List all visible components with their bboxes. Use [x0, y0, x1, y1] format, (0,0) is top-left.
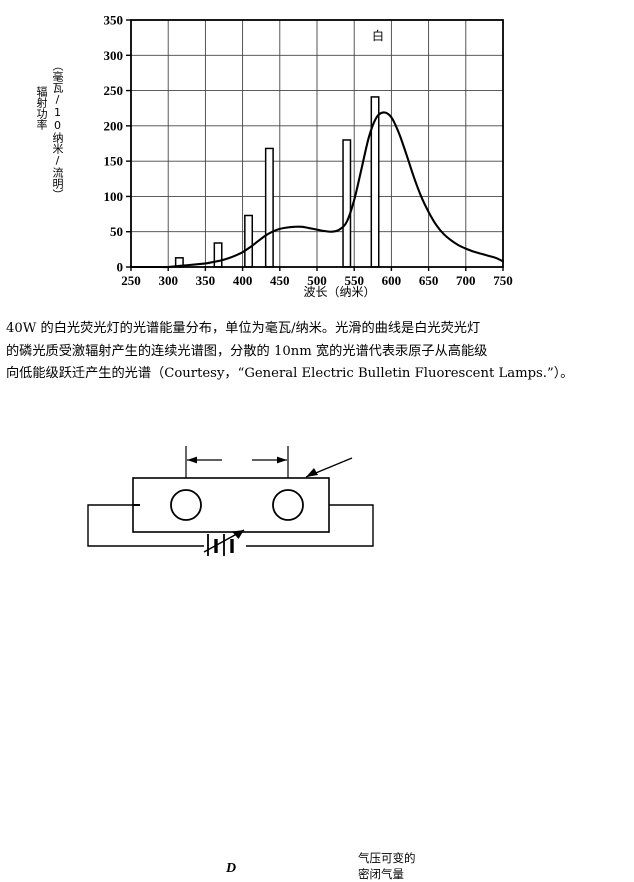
chamber-annotation-line1: 气压可变的	[358, 851, 416, 865]
chart-gridlines	[131, 20, 503, 267]
gas-tube-diagram: D 气压可变的 密闭气量	[0, 418, 634, 881]
svg-text:300: 300	[158, 273, 178, 288]
series-annotation-white: 白	[372, 29, 385, 43]
svg-text:250: 250	[104, 83, 124, 98]
mercury-line-bars	[174, 96, 380, 268]
x-axis-title-text: 波长（纳米）	[303, 285, 376, 299]
svg-text:100: 100	[104, 189, 124, 204]
svg-text:600: 600	[382, 273, 402, 288]
svg-text:750: 750	[493, 273, 513, 288]
gas-tube-diagram-canvas	[87, 446, 374, 556]
svg-text:300: 300	[104, 48, 124, 63]
annotation-leader-line	[305, 457, 353, 478]
svg-text:50: 50	[110, 224, 123, 239]
electrode-left	[170, 489, 202, 521]
spectral-power-chart: 250 300 350 400 450 500 550 600 650 700 750 0 50 100…	[0, 0, 634, 305]
sealed-gas-chamber	[132, 477, 330, 533]
chart-canvas: 250 300 350 400 450 500 550 600 650 700 750 0 50 100…	[104, 13, 513, 289]
electrode-right	[272, 489, 304, 521]
svg-text:350: 350	[104, 13, 124, 28]
x-axis-title: 波长（纳米）	[0, 283, 634, 300]
figure-caption: 40W 的白光荧光灯的光谱能量分布，单位为毫瓦/纳米。光滑的曲线是白光荧光灯 的…	[6, 318, 630, 386]
svg-text:700: 700	[456, 273, 476, 288]
dimension-label-d: D	[226, 861, 237, 876]
phosphor-continuum-curve	[129, 111, 505, 269]
svg-text:350: 350	[196, 273, 216, 288]
svg-text:500: 500	[307, 273, 327, 288]
caption-line-2: 的磷光质受激辐射产生的连续光谱图，分散的 10nm 宽的光谱代表汞原子从高能级	[6, 343, 488, 359]
svg-text:200: 200	[104, 118, 124, 133]
svg-text:0: 0	[117, 260, 124, 275]
x-axis-tick-labels: 250 300 350 400 450 500 550 600 650 700 750	[121, 273, 513, 288]
y-axis-tick-labels: 0 50 100 150 200 250 300 350	[104, 13, 124, 275]
svg-text:550: 550	[344, 273, 364, 288]
caption-line-1: 40W 的白光荧光灯的光谱能量分布，单位为毫瓦/纳米。光滑的曲线是白光荧光灯	[6, 321, 481, 336]
svg-text:650: 650	[419, 273, 439, 288]
y-axis-title-line2: （毫瓦/10纳米/流明）	[51, 60, 64, 200]
y-axis-title: 辐射功率 （毫瓦/10纳米/流明）	[35, 60, 70, 220]
svg-text:400: 400	[233, 273, 253, 288]
y-axis-title-line1: 辐射功率	[35, 86, 48, 130]
circuit-wiring	[87, 504, 374, 547]
svg-text:250: 250	[121, 273, 141, 288]
caption-line-3: 向低能级跃迁产生的光谱（Courtesy，“General Electric B…	[6, 366, 574, 381]
chamber-annotation-line2: 密闭气量	[358, 867, 404, 881]
chart-frame	[126, 19, 504, 271]
dimension-line-d	[185, 446, 289, 478]
variable-voltage-source-symbol	[203, 529, 245, 556]
chamber-annotation: 气压可变的 密闭气量	[358, 850, 416, 882]
svg-text:450: 450	[270, 273, 290, 288]
svg-text:150: 150	[104, 154, 124, 169]
